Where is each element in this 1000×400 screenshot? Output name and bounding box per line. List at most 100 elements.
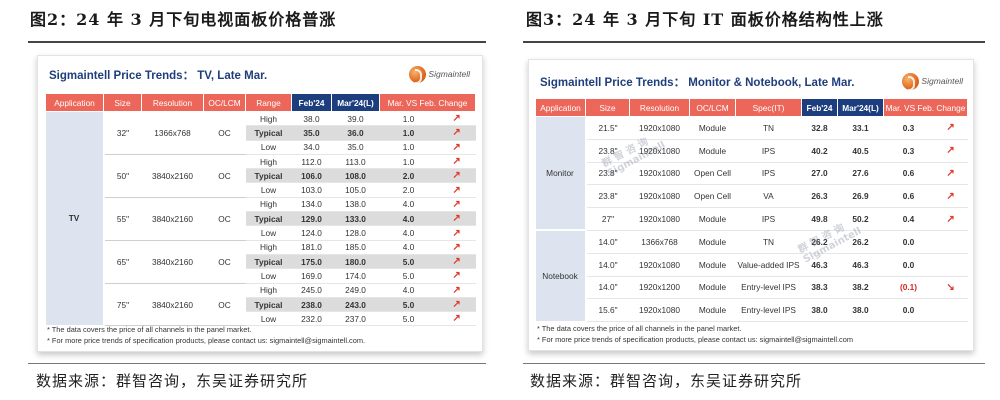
table-row: 27" 1920x1080 Module IPS 49.8 50.2 0.4 ↗: [536, 207, 968, 231]
note-line: * For more price trends of specification…: [47, 336, 366, 345]
trend-cell: ↗: [437, 211, 476, 227]
spec-cell: Value-added IPS: [735, 253, 802, 277]
type-cell: Module: [689, 253, 736, 277]
feb-value: 134.0: [291, 197, 332, 213]
feb-value: 27.0: [801, 162, 838, 186]
type-cell: Module: [689, 139, 736, 163]
column-header: Resolution: [629, 98, 690, 117]
change-value: 1.0: [379, 154, 438, 170]
feb-value: 124.0: [291, 225, 332, 241]
feb-value: 26.2: [801, 230, 838, 254]
change-value: 0.6: [883, 184, 934, 209]
table-row: 14.0" 1920x1080 Module Value-added IPS 46.3 4…: [536, 253, 968, 277]
size-cell: 27": [585, 207, 630, 231]
panel-title: Sigmaintell Price Trends： TV, Late Mar.: [49, 70, 268, 82]
trend-cell: ↗: [437, 111, 476, 127]
mar-value: 174.0: [331, 268, 380, 284]
type-cell: Module: [689, 116, 736, 140]
size-cell: 23.8": [585, 139, 630, 163]
change-value: 0.6: [883, 162, 934, 186]
change-value: 5.0: [379, 268, 438, 284]
size-cell: 21.5": [585, 116, 630, 140]
resolution-cell: 1366x768: [141, 111, 204, 155]
title-rule-right: [523, 41, 985, 43]
feb-value: 129.0: [291, 211, 332, 227]
feb-value: 232.0: [291, 311, 332, 327]
change-value: 4.0: [379, 225, 438, 241]
resolution-cell: 1920x1080: [629, 184, 690, 209]
feb-value: 35.0: [291, 125, 332, 141]
change-value: (0.1): [883, 276, 934, 300]
feb-value: 181.0: [291, 240, 332, 255]
title-rule-left: [28, 41, 486, 43]
type-cell: OC: [203, 197, 246, 241]
up-right-arrow-icon: ↗: [452, 313, 461, 325]
mar-value: 38.0: [837, 298, 884, 323]
column-header: Feb'24: [291, 93, 332, 112]
table-row: 50" 3840x2160 OC High 112.0 113.0 1.0 ↗: [46, 154, 476, 198]
mar-value: 105.0: [331, 182, 380, 198]
notes: * The data covers the price of all chann…: [537, 323, 853, 345]
trend-cell: ↗: [933, 139, 968, 163]
range-cell: High: [245, 154, 292, 170]
trend-cell: ↗: [933, 207, 968, 231]
size-cell: 75": [103, 283, 142, 327]
trend-cell: ↗: [437, 297, 476, 313]
logo-icon: [902, 72, 920, 91]
mar-value: 180.0: [331, 254, 380, 270]
mar-value: 40.5: [837, 139, 884, 163]
table-row: Typical 106.0 108.0 2.0 ↗: [46, 168, 476, 184]
mar-value: 26.2: [837, 230, 884, 254]
up-right-arrow-icon: ↗: [452, 127, 461, 139]
feb-value: 169.0: [291, 268, 332, 284]
table-header-row: Application Size Resolution OC/LCM Spec(IT) F…: [535, 98, 969, 117]
size-cell: 23.8": [585, 184, 630, 209]
column-header: Mar. VS Feb. Change: [882, 98, 969, 117]
up-right-arrow-icon: ↗: [452, 256, 461, 268]
range-cell: High: [245, 240, 292, 255]
table-row: 23.8" 1920x1080 Open Cell VA 26.3 26.9 0.6 ↗: [536, 184, 968, 209]
range-cell: Low: [245, 140, 292, 155]
spec-cell: IPS: [735, 162, 802, 186]
up-right-arrow-icon: ↗: [452, 156, 461, 168]
range-cell: Low: [245, 182, 292, 198]
feb-value: 40.2: [801, 139, 838, 163]
spec-cell: IPS: [735, 139, 802, 163]
resolution-cell: 3840x2160: [141, 283, 204, 327]
it-price-panel: Sigmaintell Price Trends： Monitor & Note…: [528, 59, 974, 351]
table-row: 15.6" 1920x1080 Module Entry-level IPS 38.0 3…: [536, 298, 968, 323]
trend-cell: ↗: [933, 116, 968, 140]
change-value: 1.0: [379, 111, 438, 127]
up-right-arrow-icon: ↗: [452, 227, 461, 239]
note-line: * The data covers the price of all chann…: [537, 324, 742, 333]
trend-cell: [933, 230, 968, 254]
range-cell: Typical: [245, 168, 292, 184]
column-header: Mar'24(L): [331, 93, 380, 112]
mar-value: 36.0: [331, 125, 380, 141]
feb-value: 34.0: [291, 140, 332, 155]
up-right-arrow-icon: ↗: [452, 299, 461, 310]
change-value: 4.0: [379, 240, 438, 255]
up-right-arrow-icon: ↗: [452, 241, 461, 253]
table-row: Notebook 14.0" 1366x768 Module TN 26.2 26.2 0.0: [535, 230, 968, 323]
size-cell: 15.6": [585, 298, 630, 323]
change-value: 5.0: [379, 311, 438, 327]
range-cell: High: [245, 197, 292, 213]
resolution-cell: 1920x1080: [629, 207, 690, 231]
trend-cell: ↗: [437, 240, 476, 255]
range-cell: Typical: [245, 211, 292, 227]
column-header: Resolution: [141, 93, 204, 112]
column-header: Application: [535, 98, 586, 117]
spec-cell: Entry-level IPS: [735, 298, 802, 323]
resolution-cell: 1920x1080: [629, 162, 690, 186]
up-right-arrow-icon: ↗: [452, 184, 461, 196]
trend-cell: ↗: [437, 225, 476, 241]
type-cell: OC: [203, 283, 246, 327]
table-row: 55" 3840x2160 OC High 134.0 138.0 4.0 ↗: [46, 197, 476, 241]
trend-cell: ↗: [437, 125, 476, 141]
size-cell: 32": [103, 111, 142, 155]
mar-value: 33.1: [837, 116, 884, 140]
change-value: 0.0: [883, 230, 934, 254]
table-row: TV 32" 1366x768 OC High 38.0 39.0 1.0 ↗: [45, 111, 476, 327]
resolution-cell: 3840x2160: [141, 154, 204, 198]
